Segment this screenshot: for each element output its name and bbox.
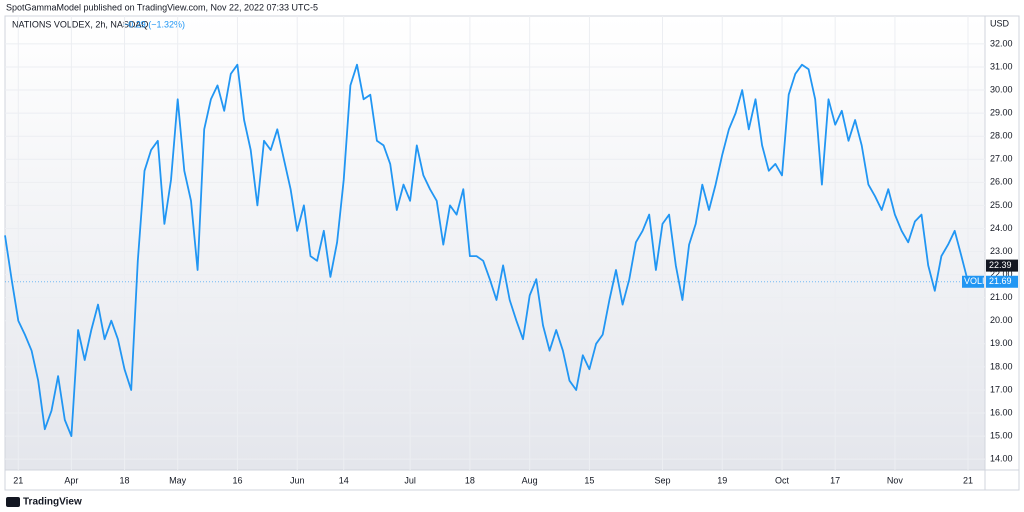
plot-background bbox=[5, 16, 985, 470]
y-tick-label: 17.00 bbox=[990, 384, 1013, 394]
header: SpotGammaModel published on TradingView.… bbox=[6, 2, 318, 12]
frame bbox=[4, 15, 1020, 491]
y-axis-label: USD bbox=[990, 18, 1010, 28]
y-tick-label: 24.00 bbox=[990, 223, 1013, 233]
chart-title: NATIONS VOLDEX, 2h, NASDAQ bbox=[12, 19, 148, 29]
x-tick-label: 16 bbox=[232, 475, 242, 485]
x-tick-label: 19 bbox=[717, 475, 727, 485]
x-tick-label: 21 bbox=[13, 475, 23, 485]
y-tick-label: 15.00 bbox=[990, 430, 1013, 440]
x-tick-label: 15 bbox=[584, 475, 594, 485]
y-tick-label: 32.00 bbox=[990, 38, 1013, 48]
x-tick-label: Aug bbox=[522, 475, 538, 485]
y-tick-label: 22.00 bbox=[990, 269, 1013, 279]
y-tick-label: 25.00 bbox=[990, 200, 1013, 210]
x-tick-label: Jun bbox=[290, 475, 305, 485]
logo bbox=[6, 497, 20, 507]
y-tick-label: 19.00 bbox=[990, 338, 1013, 348]
x-tick-label: 21 bbox=[963, 475, 973, 485]
x-tick-label: 17 bbox=[830, 475, 840, 485]
y-tick-label: 20.00 bbox=[990, 315, 1013, 325]
x-tick-label: 18 bbox=[465, 475, 475, 485]
y-tick-label: 21.00 bbox=[990, 292, 1013, 302]
y-tick-label: 14.00 bbox=[990, 454, 1013, 464]
last-price: 21.69 bbox=[989, 276, 1012, 286]
y-tick-label: 23.00 bbox=[990, 246, 1013, 256]
y-tick-label: 30.00 bbox=[990, 84, 1013, 94]
x-tick-label: Nov bbox=[887, 475, 904, 485]
price-marker-label: 22.39 bbox=[989, 260, 1012, 270]
y-tick-label: 27.00 bbox=[990, 154, 1013, 164]
price-tag bbox=[986, 275, 1018, 288]
x-tick-label: Sep bbox=[654, 475, 670, 485]
x-tick-label: 14 bbox=[339, 475, 349, 485]
series-line bbox=[4, 63, 969, 437]
y-tick-label: 31.00 bbox=[990, 61, 1013, 71]
y-tick-label: 16.00 bbox=[990, 407, 1013, 417]
x-tick-label: May bbox=[169, 475, 187, 485]
x-tick-label: Jul bbox=[404, 475, 416, 485]
y-tick-label: 26.00 bbox=[990, 177, 1013, 187]
change: −0.29 (−1.32%) bbox=[123, 19, 185, 29]
y-tick-label: 18.00 bbox=[990, 361, 1013, 371]
x-tick-label: 18 bbox=[120, 475, 130, 485]
y-tick-label: 29.00 bbox=[990, 107, 1013, 117]
x-tick-label: Oct bbox=[775, 475, 790, 485]
series-name: VOLI bbox=[964, 276, 985, 286]
x-tick-label: Apr bbox=[64, 475, 78, 485]
price-marker bbox=[986, 259, 1018, 272]
footer: TradingView bbox=[23, 497, 82, 508]
name-tag bbox=[962, 275, 984, 288]
y-tick-label: 28.00 bbox=[990, 131, 1013, 141]
